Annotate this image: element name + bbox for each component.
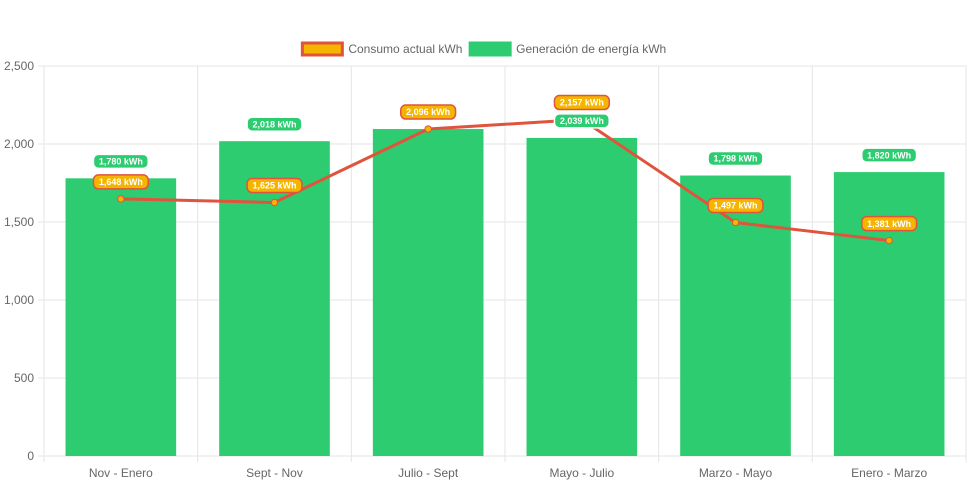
data-label: 1,820 kWh: [867, 150, 911, 160]
y-tick-label: 2,000: [4, 137, 34, 151]
bar: [680, 175, 791, 456]
data-label-box: [246, 116, 303, 132]
data-label-box: [707, 150, 764, 167]
legend-swatch: [468, 41, 512, 57]
data-label-box: [92, 174, 149, 190]
data-label-box: [707, 197, 764, 214]
y-tick-label: 500: [14, 371, 34, 385]
x-tick-label: Mayo - Julio: [549, 466, 614, 480]
data-label-box: [246, 177, 303, 194]
y-tick-label: 1,000: [4, 293, 34, 307]
data-label-box: [92, 153, 149, 170]
legend-label: Generación de energía kWh: [516, 42, 666, 56]
x-tick-label: Marzo - Mayo: [699, 466, 773, 480]
data-label-box: [553, 94, 610, 111]
data-label: 2,096 kWh: [406, 107, 450, 117]
data-label-box: [553, 113, 610, 129]
legend-label: Consumo actual kWh: [348, 42, 462, 56]
data-label: 1,648 kWh: [99, 177, 143, 187]
bar: [219, 141, 330, 456]
x-tick-label: Enero - Marzo: [851, 466, 927, 480]
y-tick-label: 1,500: [4, 215, 34, 229]
line-point: [117, 195, 125, 203]
bar-series: [65, 129, 945, 457]
bar: [833, 172, 945, 456]
data-label: 2,157 kWh: [560, 98, 604, 108]
line-point: [885, 236, 893, 245]
data-label: 1,497 kWh: [713, 201, 757, 211]
line-point: [424, 125, 432, 133]
data-label-box: [400, 104, 457, 120]
data-label-box: [861, 215, 918, 232]
y-tick-label: 2,500: [4, 59, 34, 73]
data-label-box: [861, 147, 918, 163]
legend-swatch: [300, 41, 344, 57]
bar: [526, 137, 638, 456]
line-point: [731, 218, 740, 227]
bar: [372, 129, 484, 457]
legend[interactable]: Consumo actual kWh Generación de energía …: [300, 41, 666, 57]
line-point: [270, 198, 279, 207]
data-label: 2,018 kWh: [252, 119, 296, 129]
grid: [38, 65, 967, 462]
y-tick-label: 0: [27, 449, 34, 463]
legend-item-generacion[interactable]: Generación de energía kWh: [468, 41, 666, 57]
data-label: 2,039 kWh: [560, 116, 604, 126]
line-series: [117, 115, 893, 245]
data-label: 1,798 kWh: [713, 154, 757, 164]
line-path: [120, 118, 890, 243]
legend-item-consumo[interactable]: Consumo actual kWh: [300, 41, 462, 57]
x-tick-label: Julio - Sept: [398, 466, 459, 480]
data-label: 1,625 kWh: [252, 181, 296, 191]
data-label: 1,780 kWh: [99, 157, 143, 167]
data-labels: 1,780 kWh 2,018 kWh 2,096 kWh 2,039 kWh 1,79…: [92, 94, 918, 232]
x-tick-label: Sept - Nov: [246, 466, 303, 480]
x-tick-label: Nov - Enero: [89, 466, 153, 480]
bar: [65, 178, 177, 456]
axes: 0 500 1,000 1,500 2,000 2,500 Nov - Enero Sept …: [4, 59, 928, 480]
data-label: 1,381 kWh: [867, 219, 911, 229]
